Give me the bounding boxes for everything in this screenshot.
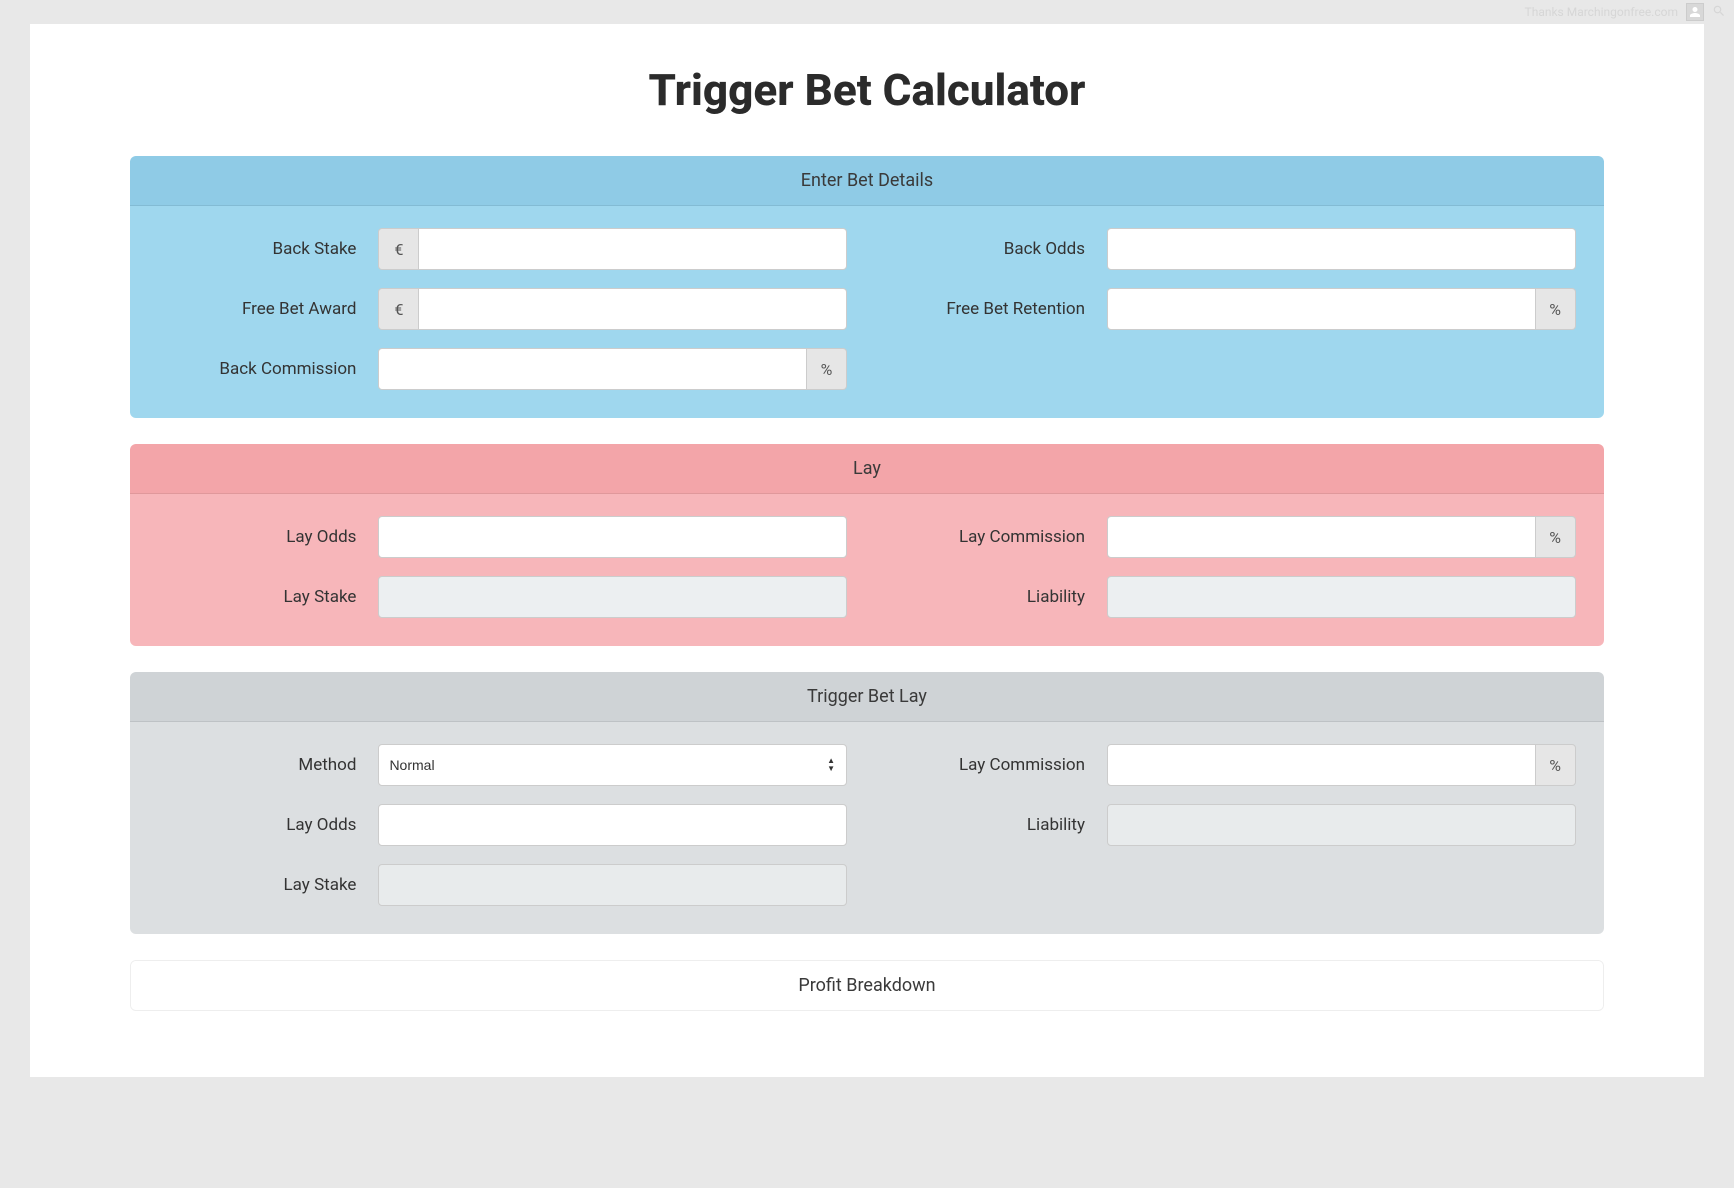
panel-header-profit: Profit Breakdown xyxy=(131,961,1602,1010)
trigger-lay-stake-output xyxy=(378,864,847,906)
topbar-text: Thanks Marchingonfree.com xyxy=(1525,5,1678,19)
panel-trigger-bet-lay: Trigger Bet Lay Method Normal Lay Commis xyxy=(130,672,1603,934)
trigger-lay-stake-label: Lay Stake xyxy=(158,875,378,895)
top-bar: Thanks Marchingonfree.com xyxy=(0,0,1734,24)
trigger-liability-label: Liability xyxy=(887,815,1107,835)
method-select[interactable]: Normal xyxy=(378,744,847,786)
panel-header-lay: Lay xyxy=(130,444,1603,494)
free-bet-award-input[interactable] xyxy=(418,288,847,330)
lay-stake-output xyxy=(378,576,847,618)
percent-suffix-icon: % xyxy=(1536,744,1576,786)
back-stake-input[interactable] xyxy=(418,228,847,270)
trigger-lay-odds-input[interactable] xyxy=(378,804,847,846)
search-icon[interactable] xyxy=(1712,4,1726,21)
percent-suffix-icon: % xyxy=(1536,516,1576,558)
back-commission-label: Back Commission xyxy=(158,359,378,379)
lay-odds-label: Lay Odds xyxy=(158,527,378,547)
liability-label: Liability xyxy=(887,587,1107,607)
avatar-icon[interactable] xyxy=(1686,3,1704,21)
page-title: Trigger Bet Calculator xyxy=(30,64,1704,116)
percent-suffix-icon: % xyxy=(807,348,847,390)
trigger-lay-commission-label: Lay Commission xyxy=(887,755,1107,775)
percent-suffix-icon: % xyxy=(1536,288,1576,330)
lay-commission-label: Lay Commission xyxy=(887,527,1107,547)
lay-stake-label: Lay Stake xyxy=(158,587,378,607)
panel-lay: Lay Lay Odds Lay Commission % xyxy=(130,444,1603,646)
lay-odds-input[interactable] xyxy=(378,516,847,558)
free-bet-retention-label: Free Bet Retention xyxy=(887,299,1107,319)
euro-prefix-icon: € xyxy=(378,228,418,270)
back-stake-label: Back Stake xyxy=(158,239,378,259)
panel-profit-breakdown: Profit Breakdown xyxy=(130,960,1603,1011)
liability-output xyxy=(1107,576,1576,618)
lay-commission-input[interactable] xyxy=(1107,516,1536,558)
page-card: Trigger Bet Calculator Enter Bet Details… xyxy=(30,24,1704,1077)
euro-prefix-icon: € xyxy=(378,288,418,330)
back-odds-label: Back Odds xyxy=(887,239,1107,259)
method-label: Method xyxy=(158,755,378,775)
free-bet-retention-input[interactable] xyxy=(1107,288,1536,330)
trigger-lay-odds-label: Lay Odds xyxy=(158,815,378,835)
panel-enter-bet-details: Enter Bet Details Back Stake € Back Odds xyxy=(130,156,1603,418)
free-bet-award-label: Free Bet Award xyxy=(158,299,378,319)
trigger-lay-commission-input[interactable] xyxy=(1107,744,1536,786)
back-odds-input[interactable] xyxy=(1107,228,1576,270)
trigger-liability-output xyxy=(1107,804,1576,846)
back-commission-input[interactable] xyxy=(378,348,807,390)
panel-header-trigger: Trigger Bet Lay xyxy=(130,672,1603,722)
panel-header-enter: Enter Bet Details xyxy=(130,156,1603,206)
